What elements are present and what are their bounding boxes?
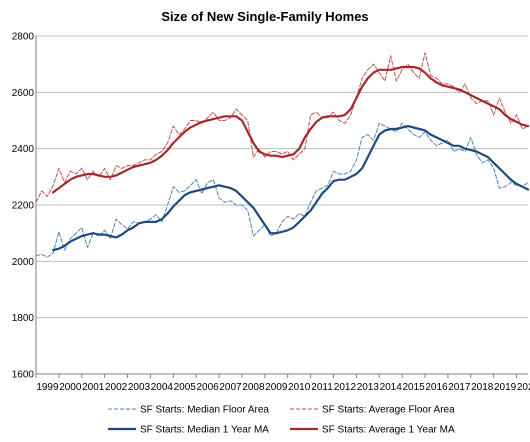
x-tick-label: 2013 [357,382,380,393]
legend-label: SF Starts: Median Floor Area [140,405,269,416]
x-tick-label: 2017 [448,382,471,393]
x-tick-label: 2010 [288,382,311,393]
x-tick-label: 2000 [59,382,82,393]
plot-area [35,52,530,258]
y-tick-label: 2000 [12,257,35,268]
x-tick-label: 2006 [197,382,220,393]
legend-label: SF Starts: Average Floor Area [322,405,455,416]
y-tick-label: 2600 [12,88,35,99]
chart-title: Size of New Single-Family Homes [161,9,369,24]
x-tick-label: 2015 [402,382,425,393]
x-tick-label: 2002 [105,382,128,393]
x-tick-label: 2011 [311,382,333,393]
series-line-2 [35,52,529,203]
series-line-3 [52,124,530,252]
x-tick-label: 2014 [380,382,403,393]
x-tick-label: 2003 [128,382,151,393]
x-tick-label: 2008 [242,382,265,393]
x-tick-label: 2016 [425,382,448,393]
legend: SF Starts: Median Floor Area SF Starts: A… [108,405,455,436]
y-tick-label: 2200 [12,201,35,212]
legend-label: SF Starts: Median 1 Year MA [140,425,269,436]
x-tick-label: 2009 [265,382,288,393]
x-tick-label: 1999 [36,382,59,393]
x-tick-label: 2004 [151,382,174,393]
x-tick-label: 2020 [517,382,530,393]
y-tick-label: 1600 [12,370,35,381]
x-tick-label: 2005 [174,382,197,393]
y-tick-label: 2800 [12,32,35,43]
series-line-4 [52,65,530,194]
x-tick-label: 2007 [219,382,242,393]
series-line-1 [35,122,529,258]
x-tick-label: 2018 [471,382,494,393]
y-tick-label: 2400 [12,144,35,155]
x-tick-label: 2019 [494,382,517,393]
x-tick-label: 2012 [334,382,357,393]
x-tick-label: 2001 [82,382,105,393]
y-tick-label: 1800 [12,313,35,324]
legend-label: SF Starts: Average 1 Year MA [322,425,455,436]
